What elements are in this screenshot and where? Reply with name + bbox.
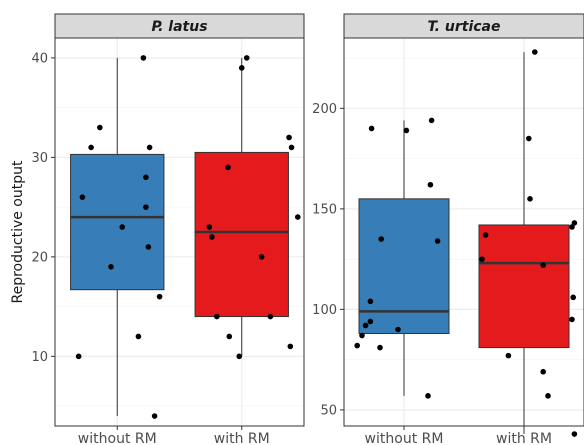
facet-strip [343,13,584,39]
data-point [243,55,250,61]
data-point [569,224,575,230]
data-point [267,313,274,320]
y-tick-label: 30 [31,151,48,166]
x-tick-label: with RM [214,431,270,445]
data-point [540,262,546,268]
data-point [146,144,153,151]
data-point [368,125,375,132]
data-point [428,117,435,124]
panel-0: P. latus 10 20 30 40 without RM with RM [31,13,305,445]
data-point [156,293,163,300]
data-point [238,65,245,71]
data-point [145,244,152,250]
facet-strip [54,13,305,39]
data-point [135,333,142,340]
data-point [143,204,149,210]
data-point [540,368,546,375]
data-point [151,413,158,419]
data-point [287,343,294,350]
facet-title: T. urticae [428,19,501,35]
data-point [88,144,94,151]
data-point [236,353,243,360]
data-point [570,294,576,301]
data-point [425,393,431,399]
data-point [367,318,374,325]
data-point [571,220,578,226]
data-point [427,181,434,188]
data-point [206,224,213,230]
x-tick-label: without RM [365,431,444,445]
data-point [505,352,512,359]
data-point [377,344,383,351]
data-point [532,49,538,55]
data-point [225,164,231,171]
y-tick-label: 10 [31,350,48,365]
data-point [294,214,301,220]
box-with-rm [478,224,570,349]
data-point [434,238,441,244]
y-tick-label: 20 [31,250,48,265]
data-point [359,332,365,339]
data-point [286,134,292,141]
panel-border [54,37,305,427]
y-tick-label: 100 [312,303,337,318]
x-tick-label: with RM [496,431,552,445]
data-point [362,322,369,329]
data-point [526,135,532,142]
box-without-rm [358,198,450,335]
data-point [354,342,361,349]
box-without-rm [70,153,165,291]
data-point [214,313,220,320]
data-point [288,144,295,151]
data-point [108,264,114,270]
data-point [378,236,385,242]
data-point [140,55,147,61]
data-point [395,326,401,333]
data-point [97,124,103,131]
data-point [571,431,578,437]
x-tick-label: without RM [78,431,157,445]
data-point [79,194,86,200]
data-point [143,174,149,181]
facet-title: P. latus [151,19,207,35]
data-point [569,316,575,323]
y-axis-title: Reproductive output [10,160,26,303]
data-point [403,127,410,134]
data-point [367,298,374,305]
y-tick-label: 150 [312,202,337,217]
data-point [75,353,82,360]
data-point [258,254,265,260]
y-tick-label: 40 [31,51,48,66]
y-tick-label: 200 [312,102,337,117]
data-point [209,234,215,240]
box-with-rm [194,151,289,318]
data-point [482,232,489,238]
data-point [479,256,485,262]
panel-border [343,37,584,427]
data-point [226,333,233,340]
panel-1: T. urticae 50 100 150 200 without RM with RM [312,13,584,445]
data-point [119,224,126,230]
data-point [545,393,551,399]
y-tick-label: 50 [320,403,337,418]
data-point [527,196,533,202]
